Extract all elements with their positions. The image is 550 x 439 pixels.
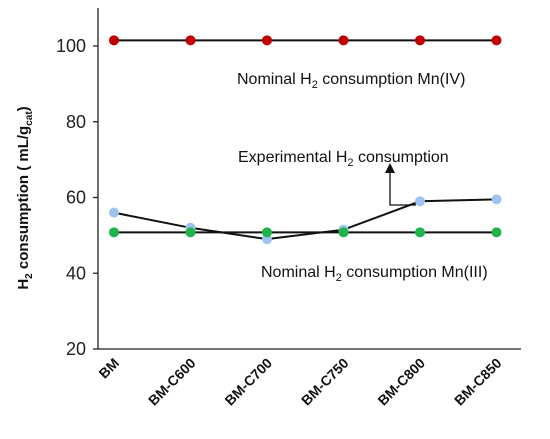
data-point [415,227,425,238]
annotation-layer: Nominal H2​ consumption Mn(IV) Experimen… [237,71,488,284]
data-point [338,227,349,238]
y-axis-label: H2​ consumption ( mL/gcat​) [15,106,35,289]
y-tick-label: 100 [56,36,86,56]
x-tick-label: BM [95,355,122,382]
x-tick-label: BM-C700 [221,355,275,409]
data-point [415,35,425,46]
data-point [109,35,119,46]
series-line [113,198,497,241]
data-point [109,227,119,238]
data-point [109,207,119,218]
data-point [262,227,272,238]
axes: 20 40 60 80 100 BM BM-C600 BM-C700 BM-C750 BM-C80… [15,8,521,408]
data-point [262,35,272,46]
data-point [491,35,502,46]
x-tick-label: BM-C800 [374,355,428,409]
x-tick-label: BM-C600 [145,355,199,409]
data-point [185,35,196,46]
x-tick-label: BM-C850 [451,355,505,409]
annotation-experimental: Experimental H2​ consumption [238,149,449,169]
data-point [185,227,196,238]
series-layer [109,35,502,245]
data-point [415,196,425,207]
y-tick-label: 80 [66,112,86,132]
y-tick-label: 20 [66,339,86,359]
data-point [491,194,502,205]
annotation-nominal-mn-iv: Nominal H2​ consumption Mn(IV) [237,71,465,91]
series-2 [109,227,502,238]
annotation-arrowhead [385,163,395,173]
annotation-nominal-mn-iii: Nominal H2​ consumption Mn(III) [261,264,488,284]
series-0 [109,35,502,46]
x-tick-label: BM-C750 [298,355,352,409]
data-point [338,35,349,46]
annotation-arrow [389,172,416,206]
y-tick-label: 40 [66,263,86,283]
series-1 [109,194,502,245]
data-point [491,227,502,238]
y-tick-label: 60 [66,188,86,208]
